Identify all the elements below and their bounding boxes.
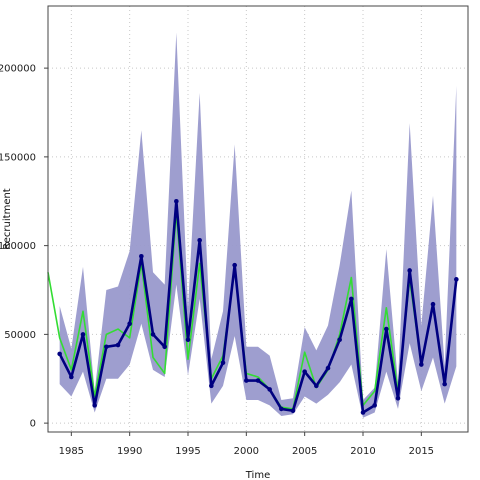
- y-axis-title: Recruitment: [2, 188, 13, 250]
- data-point: [454, 277, 459, 282]
- data-point: [407, 268, 412, 273]
- data-point: [232, 262, 237, 268]
- data-point: [244, 378, 249, 383]
- data-point: [314, 383, 319, 389]
- y-tick-label: 200000: [0, 64, 36, 75]
- data-point: [69, 374, 74, 380]
- data-point: [185, 337, 191, 343]
- plot-frame: [47, 5, 469, 433]
- data-point: [360, 410, 366, 415]
- data-point: [325, 365, 331, 371]
- data-point: [197, 238, 202, 243]
- data-point: [349, 296, 354, 302]
- grid: [48, 6, 468, 432]
- data-point: [372, 403, 377, 408]
- y-tick-label: 100000: [0, 241, 36, 252]
- data-point: [442, 381, 447, 387]
- x-tick-label: 2015: [409, 446, 434, 457]
- data-point: [419, 362, 424, 367]
- data-point: [209, 383, 214, 389]
- x-tick-label: 2005: [292, 446, 317, 457]
- series-points: [57, 198, 459, 415]
- x-axis: 1985 1990 1995 2000 2005 2010 2015: [59, 432, 434, 457]
- data-point: [395, 395, 401, 401]
- data-point: [290, 408, 296, 414]
- data-point: [279, 406, 284, 412]
- data-point: [127, 321, 132, 327]
- confidence-band-area: [59, 32, 457, 418]
- data-point: [337, 337, 342, 343]
- data-point: [174, 198, 179, 204]
- x-tick-label: 1985: [59, 446, 84, 457]
- data-point: [384, 326, 389, 332]
- data-point: [302, 369, 307, 374]
- data-point: [150, 332, 156, 337]
- data-point: [80, 332, 86, 337]
- data-point: [255, 378, 261, 383]
- data-point: [139, 253, 144, 259]
- y-tick-label: 150000: [0, 152, 36, 163]
- data-point: [430, 301, 436, 307]
- observed-line: [47, 211, 458, 410]
- y-tick-label: 50000: [4, 330, 36, 341]
- y-tick-label: 0: [30, 419, 36, 430]
- data-point: [267, 387, 272, 392]
- confidence-band: [59, 32, 457, 418]
- data-point: [220, 360, 226, 366]
- x-tick-label: 2010: [350, 446, 375, 457]
- data-point: [92, 403, 97, 408]
- x-tick-label: 1995: [175, 446, 200, 457]
- x-tick-label: 1990: [117, 446, 142, 457]
- y-axis: 0 50000 100000 150000 200000: [0, 64, 48, 430]
- data-point: [104, 344, 109, 350]
- x-tick-label: 2000: [234, 446, 259, 457]
- x-axis-title: Time: [245, 470, 270, 480]
- data-point: [57, 351, 62, 357]
- data-point: [162, 344, 167, 350]
- data-point: [115, 342, 121, 348]
